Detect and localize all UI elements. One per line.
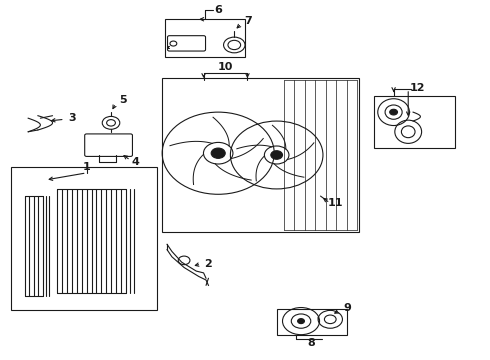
Text: 5: 5 — [120, 95, 127, 105]
Text: 7: 7 — [244, 16, 252, 26]
Circle shape — [211, 148, 225, 158]
Circle shape — [390, 109, 397, 115]
Bar — [374, 96, 455, 148]
Circle shape — [297, 319, 304, 324]
Text: 4: 4 — [131, 157, 139, 167]
Text: 2: 2 — [205, 259, 212, 269]
Text: 9: 9 — [343, 303, 351, 313]
Bar — [11, 167, 157, 310]
Circle shape — [271, 151, 283, 159]
Bar — [165, 19, 245, 57]
Text: 8: 8 — [307, 338, 315, 347]
Text: 3: 3 — [68, 113, 76, 123]
Bar — [277, 309, 347, 336]
Text: 12: 12 — [409, 83, 425, 93]
Text: 1: 1 — [83, 162, 91, 172]
Text: 6: 6 — [214, 5, 221, 15]
Text: 11: 11 — [327, 198, 343, 208]
Text: 10: 10 — [218, 63, 233, 72]
Bar — [162, 78, 360, 232]
